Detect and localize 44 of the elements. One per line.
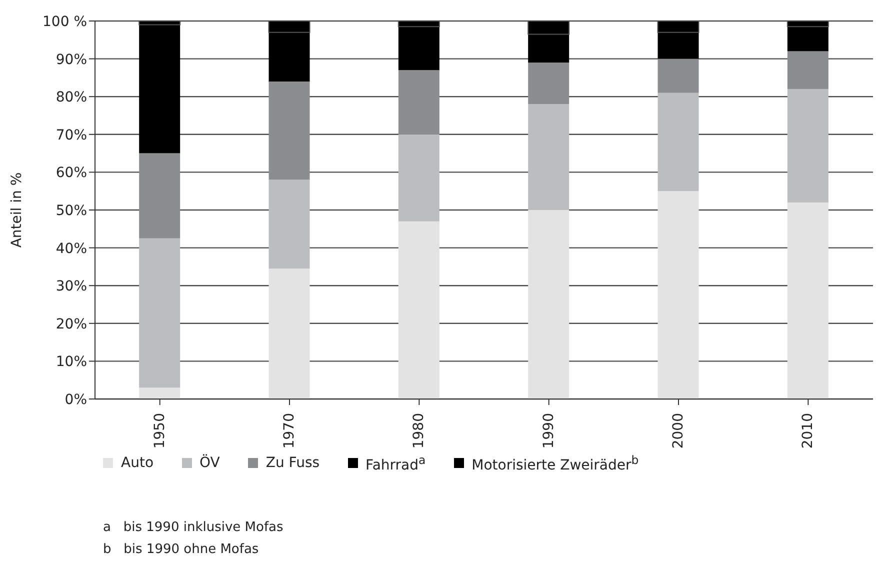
x-tick-label: 1950 — [152, 413, 168, 449]
y-tick-label: 40% — [56, 240, 87, 257]
x-tick-label: 1970 — [282, 413, 298, 449]
y-tick-label: 50% — [56, 202, 87, 219]
bar — [787, 89, 828, 202]
bar — [787, 51, 828, 90]
x-tick-label: 2010 — [800, 413, 816, 449]
bar — [139, 388, 180, 399]
legend-label: ÖV — [200, 454, 220, 471]
text: a bis 1990 inklusive Mofas — [103, 518, 284, 537]
y-tick-label: 90% — [56, 52, 87, 68]
bar — [658, 191, 699, 399]
bar — [139, 24, 180, 154]
y-tick-label: 10% — [56, 354, 87, 370]
y-tick-label: 60% — [56, 165, 87, 182]
bar — [268, 268, 310, 399]
legend-label: Auto — [121, 454, 154, 471]
y-tick-label: 80% — [56, 90, 87, 106]
y-axis-title: Anteil in % — [8, 172, 25, 248]
y-tick-label: 70% — [56, 127, 87, 144]
bar — [658, 92, 699, 192]
bar — [658, 58, 699, 93]
y-tick-label: 0% — [64, 392, 87, 408]
bar — [139, 153, 180, 238]
legend-label: Zu Fuss — [266, 454, 320, 471]
bar — [268, 81, 310, 180]
bar — [268, 180, 310, 269]
y-tick-label: 30% — [56, 278, 87, 295]
legend-label: Fahrrad$^{a}$ — [366, 453, 426, 474]
bar — [139, 238, 180, 388]
x-tick-label: 1990 — [540, 413, 557, 449]
x-tick-label: 1980 — [411, 413, 428, 449]
bar — [398, 70, 440, 134]
bar — [398, 221, 440, 399]
text: b bis 1990 ohne Mofas — [103, 540, 260, 559]
x-tick-label: 2000 — [670, 413, 686, 449]
y-tick-label: 20% — [56, 316, 87, 332]
legend-label: Motorisierte Zweiräder$^{b}$ — [472, 453, 639, 474]
bar — [528, 62, 570, 104]
bar — [528, 210, 570, 399]
bar — [787, 202, 828, 399]
bar — [528, 104, 570, 210]
bar — [398, 134, 440, 222]
y-tick-label: 100 % — [42, 14, 87, 30]
